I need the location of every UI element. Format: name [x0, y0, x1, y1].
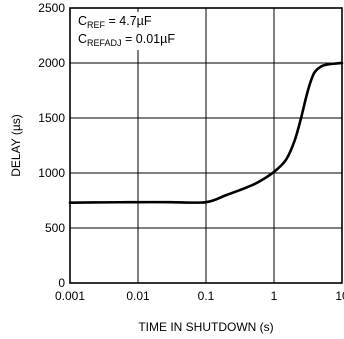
- delay-series-line: [68, 61, 344, 204]
- plot-frame: [69, 7, 343, 284]
- x-tick-label: 10: [335, 289, 344, 303]
- x-tick-label: 0.1: [198, 289, 215, 303]
- y-tick-labels: 0 500 1000 1500 2000 2500: [38, 1, 65, 290]
- x-tick-label: 1: [271, 289, 278, 303]
- annotation-crefadj: CREFADJ = 0.01µF: [78, 32, 175, 48]
- x-tick-label: 0.01: [126, 289, 150, 303]
- annotation-box: CREF = 4.7µF CREFADJ = 0.01µF: [74, 12, 204, 50]
- y-axis-label: DELAY (µs): [9, 114, 23, 176]
- x-axis-label: TIME IN SHUTDOWN (s): [138, 320, 273, 334]
- x-tick-label: 0.001: [55, 289, 85, 303]
- y-tick-label: 1000: [38, 166, 65, 180]
- y-tick-label: 0: [58, 276, 65, 290]
- annotation-cref: CREF = 4.7µF: [78, 14, 152, 30]
- y-tick-label: 2000: [38, 56, 65, 70]
- y-tick-label: 1500: [38, 111, 65, 125]
- y-tick-label: 500: [45, 221, 65, 235]
- annotation-background: [74, 12, 204, 50]
- x-tick-labels: 0.001 0.01 0.1 1 10: [55, 289, 344, 303]
- y-tick-label: 2500: [38, 1, 65, 15]
